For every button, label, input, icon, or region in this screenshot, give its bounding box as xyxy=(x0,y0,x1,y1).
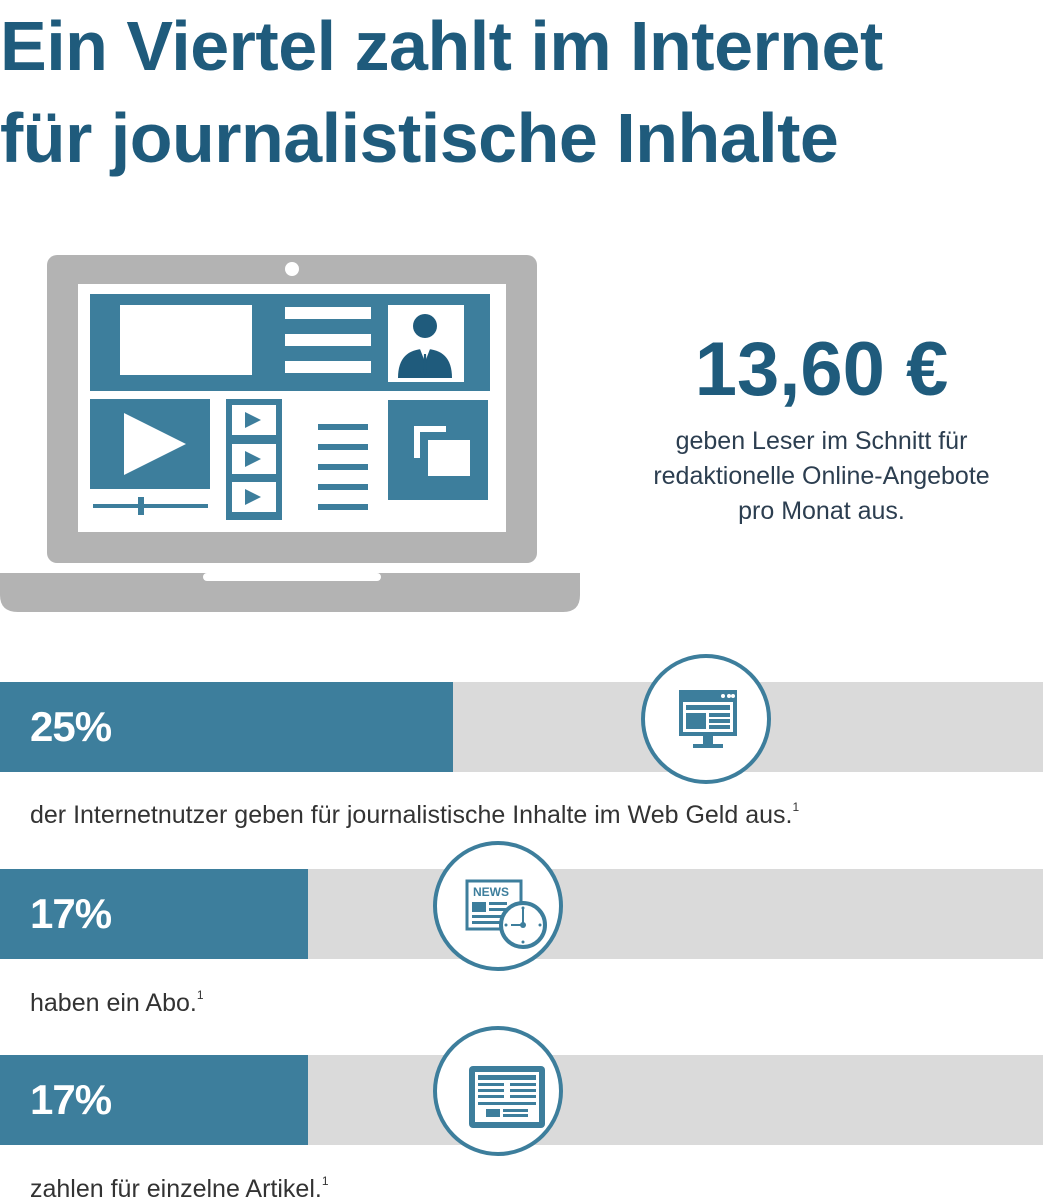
bar-caption-text: zahlen für einzelne Artikel. xyxy=(30,1175,322,1203)
description-line: geben Leser im Schnitt für xyxy=(675,427,968,455)
bar-value-label: 25% xyxy=(30,703,112,750)
bar-fill xyxy=(0,682,453,772)
description-line: pro Monat aus. xyxy=(738,497,905,525)
average-spend-description: geben Leser im Schnitt für redaktionelle… xyxy=(600,424,1043,529)
title-line-1: Ein Viertel zahlt im Internet xyxy=(0,7,883,85)
bar-caption-text: der Internetnutzer geben für journalisti… xyxy=(30,801,793,829)
bar-track: 25% xyxy=(0,682,1043,772)
footnote-mark: 1 xyxy=(792,800,800,814)
bar-fill xyxy=(0,1055,308,1145)
title-line-2: für journalistische Inhalte xyxy=(0,99,839,177)
bar-value-label: 17% xyxy=(30,1076,112,1123)
svg-text:NEWS: NEWS xyxy=(473,885,509,899)
tablet-article-icon xyxy=(433,1026,563,1156)
laptop-base xyxy=(0,573,580,612)
play-icon xyxy=(124,413,186,475)
bar-value-label: 17% xyxy=(30,890,112,937)
bar-caption: der Internetnutzer geben für journalisti… xyxy=(30,792,799,830)
monitor-icon xyxy=(641,654,771,784)
description-line: redaktionelle Online-Angebote xyxy=(653,462,990,490)
laptop-icon xyxy=(0,255,580,612)
average-spend-value: 13,60 € xyxy=(694,327,949,412)
bar-caption-text: haben ein Abo. xyxy=(30,989,197,1017)
news-clock-icon: NEWS xyxy=(433,841,563,971)
footnote-mark: 1 xyxy=(321,1174,329,1188)
page-title: Ein Viertel zahlt im Internet für journa… xyxy=(0,0,883,184)
bar-fill xyxy=(0,869,308,959)
webcam-icon xyxy=(285,262,299,276)
bar-caption: zahlen für einzelne Artikel.1 xyxy=(30,1166,329,1204)
bar-caption: haben ein Abo.1 xyxy=(30,980,204,1018)
person-icon xyxy=(398,314,452,378)
footnote-mark: 1 xyxy=(196,988,204,1002)
